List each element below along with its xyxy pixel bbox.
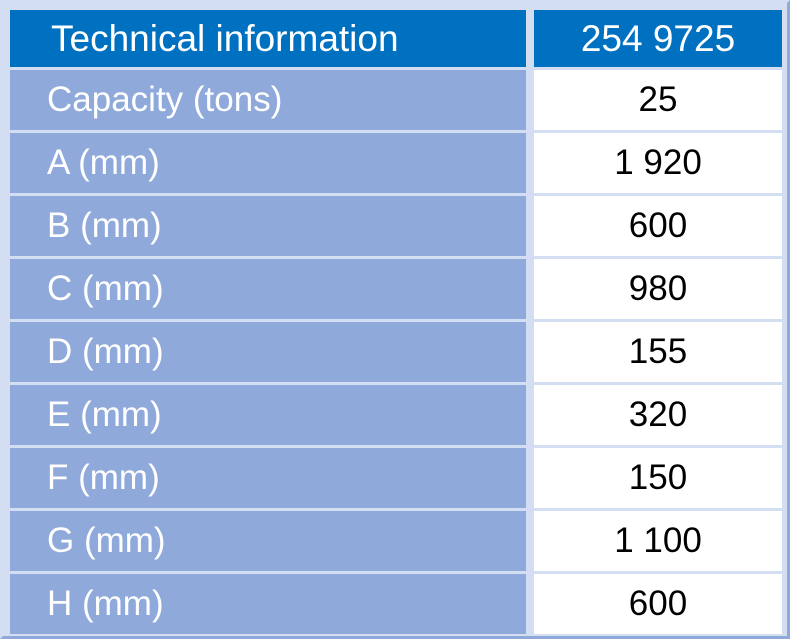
table-title: Technical information [10,10,534,70]
table-row: E (mm) 320 [10,385,782,448]
table-row: A (mm) 1 920 [10,133,782,196]
table-row: D (mm) 155 [10,322,782,385]
row-value: 25 [534,70,782,133]
row-label: C (mm) [10,259,534,322]
row-label: Capacity (tons) [10,70,534,133]
table-row: H (mm) 600 [10,574,782,634]
row-label: B (mm) [10,196,534,259]
header-row: Technical information 254 9725 [10,10,782,70]
row-label: H (mm) [10,574,534,634]
row-value: 155 [534,322,782,385]
product-code: 254 9725 [534,10,782,70]
row-value: 320 [534,385,782,448]
row-value: 150 [534,448,782,511]
row-value: 1 100 [534,511,782,574]
row-value: 600 [534,196,782,259]
technical-info-table: Technical information 254 9725 Capacity … [10,10,782,634]
table-row: G (mm) 1 100 [10,511,782,574]
row-label: D (mm) [10,322,534,385]
row-label: A (mm) [10,133,534,196]
table-row: C (mm) 980 [10,259,782,322]
row-value: 600 [534,574,782,634]
row-value: 980 [534,259,782,322]
table-row: F (mm) 150 [10,448,782,511]
row-value: 1 920 [534,133,782,196]
table-row: Capacity (tons) 25 [10,70,782,133]
table-row: B (mm) 600 [10,196,782,259]
row-label: F (mm) [10,448,534,511]
row-label: G (mm) [10,511,534,574]
row-label: E (mm) [10,385,534,448]
